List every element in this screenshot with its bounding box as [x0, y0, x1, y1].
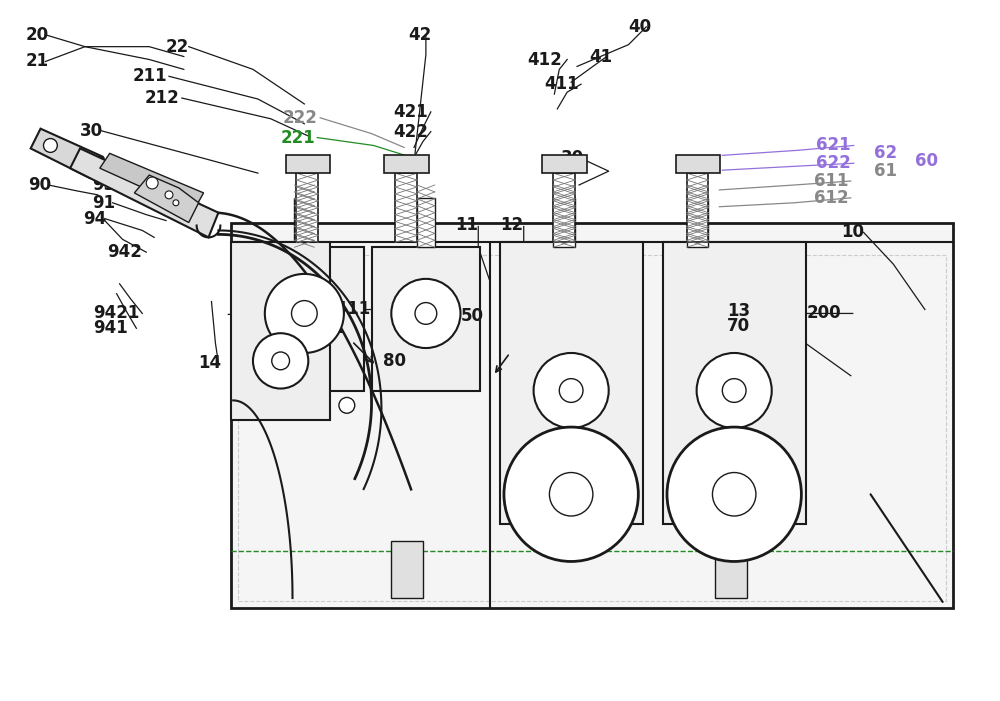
- Bar: [553, 173, 575, 243]
- Polygon shape: [70, 149, 218, 238]
- Text: 91: 91: [92, 193, 115, 212]
- Text: 62: 62: [874, 144, 897, 163]
- Text: 621: 621: [816, 137, 851, 154]
- Bar: [296, 173, 318, 243]
- Circle shape: [391, 279, 460, 348]
- Circle shape: [265, 274, 344, 353]
- Circle shape: [559, 379, 583, 402]
- Circle shape: [712, 472, 756, 516]
- Text: 9421: 9421: [93, 304, 139, 322]
- Text: 42: 42: [408, 26, 431, 43]
- Text: 94: 94: [83, 210, 106, 228]
- Circle shape: [292, 301, 317, 326]
- Circle shape: [253, 333, 308, 388]
- Circle shape: [534, 353, 609, 428]
- Polygon shape: [134, 175, 199, 222]
- Text: 200: 200: [806, 304, 841, 322]
- Circle shape: [697, 353, 772, 428]
- Bar: [231, 222, 953, 608]
- Bar: [231, 243, 330, 420]
- Bar: [294, 198, 314, 247]
- Text: 412: 412: [528, 50, 562, 69]
- Bar: [676, 156, 720, 173]
- Text: 41: 41: [589, 48, 612, 65]
- Bar: [391, 540, 423, 598]
- Text: 212: 212: [144, 89, 179, 107]
- Text: 14: 14: [199, 354, 222, 372]
- Text: 60: 60: [915, 152, 938, 170]
- Text: 942: 942: [107, 243, 142, 261]
- Text: 941: 941: [93, 319, 128, 337]
- Circle shape: [504, 427, 638, 562]
- Text: 93: 93: [92, 176, 115, 194]
- Text: 911: 911: [310, 319, 345, 337]
- Text: 11: 11: [456, 215, 479, 233]
- Bar: [286, 156, 330, 173]
- Polygon shape: [100, 154, 204, 211]
- Text: 421: 421: [393, 103, 428, 121]
- Circle shape: [43, 139, 57, 152]
- Polygon shape: [31, 129, 100, 178]
- Bar: [553, 198, 575, 247]
- Text: 611: 611: [814, 172, 849, 190]
- Bar: [417, 198, 435, 247]
- Text: 21: 21: [26, 53, 49, 71]
- Circle shape: [165, 191, 173, 199]
- Text: 61: 61: [874, 162, 897, 180]
- Text: 50: 50: [460, 308, 483, 325]
- Text: 30: 30: [561, 149, 584, 168]
- Circle shape: [667, 427, 801, 562]
- Circle shape: [173, 200, 179, 205]
- Text: 40: 40: [628, 18, 652, 36]
- Bar: [542, 156, 587, 173]
- Bar: [663, 243, 806, 524]
- Text: 10: 10: [841, 224, 864, 241]
- Text: 422: 422: [393, 123, 428, 141]
- Bar: [687, 198, 708, 247]
- Bar: [715, 540, 747, 598]
- Bar: [372, 247, 480, 390]
- Bar: [395, 173, 417, 243]
- Text: 22: 22: [166, 38, 189, 55]
- Text: 90: 90: [28, 176, 51, 194]
- Text: 20: 20: [26, 26, 49, 43]
- Circle shape: [146, 177, 158, 189]
- Text: 211: 211: [132, 67, 167, 86]
- Text: 9411: 9411: [324, 301, 370, 318]
- Text: 411: 411: [544, 75, 579, 93]
- Circle shape: [415, 303, 437, 325]
- Text: 13: 13: [727, 302, 750, 320]
- Circle shape: [339, 397, 355, 414]
- Circle shape: [272, 352, 290, 369]
- Bar: [384, 156, 429, 173]
- Text: 612: 612: [814, 189, 849, 207]
- Circle shape: [549, 472, 593, 516]
- Text: 92: 92: [83, 154, 106, 172]
- Text: 30: 30: [80, 122, 103, 139]
- Text: 70: 70: [727, 318, 750, 335]
- Text: 622: 622: [816, 154, 851, 172]
- Bar: [500, 243, 643, 524]
- Text: 221: 221: [281, 128, 315, 147]
- Text: 80: 80: [383, 352, 406, 370]
- Circle shape: [722, 379, 746, 402]
- Bar: [245, 247, 364, 390]
- Bar: [687, 173, 708, 243]
- Text: 12: 12: [500, 215, 523, 233]
- Bar: [238, 255, 946, 601]
- Text: 222: 222: [283, 109, 317, 127]
